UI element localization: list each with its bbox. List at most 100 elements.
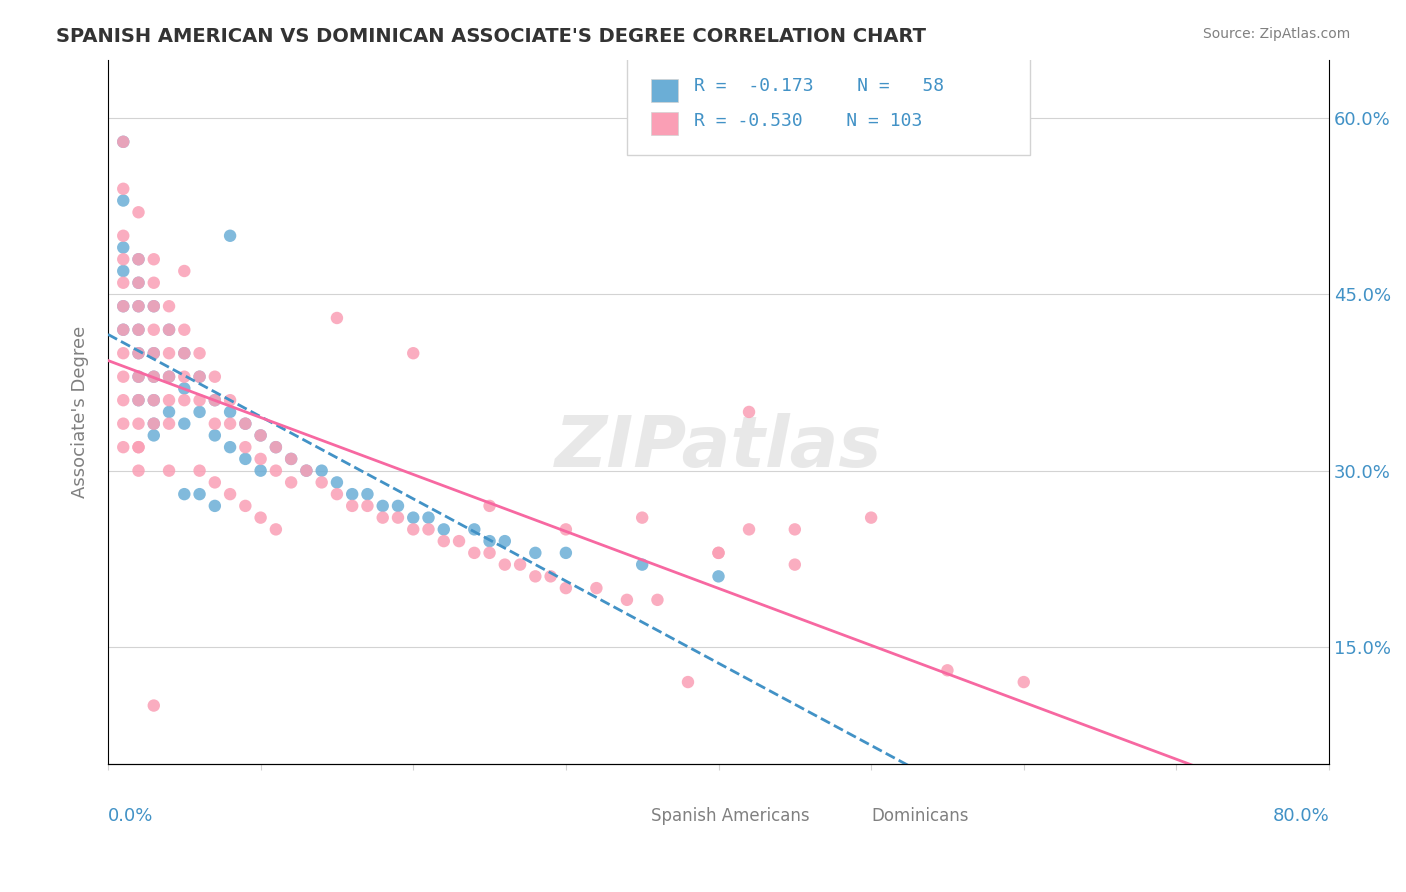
Point — [128, 252, 150, 267]
Point — [188, 405, 211, 419]
Point — [128, 417, 150, 431]
Point — [478, 546, 501, 560]
Point — [219, 405, 242, 419]
Point — [112, 135, 135, 149]
Point — [128, 393, 150, 408]
Point — [219, 487, 242, 501]
Point — [249, 428, 271, 442]
Point — [128, 464, 150, 478]
Point — [418, 522, 440, 536]
Text: SPANISH AMERICAN VS DOMINICAN ASSOCIATE'S DEGREE CORRELATION CHART: SPANISH AMERICAN VS DOMINICAN ASSOCIATE'… — [56, 27, 927, 45]
Point — [112, 276, 135, 290]
Point — [554, 581, 576, 595]
Point — [1012, 675, 1035, 690]
Point — [235, 440, 257, 454]
Point — [524, 546, 547, 560]
Point — [494, 534, 516, 549]
Point — [128, 346, 150, 360]
Point — [142, 299, 165, 313]
Point — [554, 522, 576, 536]
Point — [112, 440, 135, 454]
Point — [142, 393, 165, 408]
Text: Source: ZipAtlas.com: Source: ZipAtlas.com — [1202, 27, 1350, 41]
Point — [676, 675, 699, 690]
Point — [128, 393, 150, 408]
Point — [219, 228, 242, 243]
Point — [112, 299, 135, 313]
Point — [280, 475, 302, 490]
Point — [295, 464, 318, 478]
Point — [157, 346, 180, 360]
Point — [264, 522, 287, 536]
Point — [142, 346, 165, 360]
Point — [204, 393, 226, 408]
Point — [311, 464, 333, 478]
Point — [402, 346, 425, 360]
Point — [219, 393, 242, 408]
Point — [249, 428, 271, 442]
Point — [112, 135, 135, 149]
Point — [204, 428, 226, 442]
Point — [142, 417, 165, 431]
Point — [112, 252, 135, 267]
Point — [616, 592, 638, 607]
Point — [326, 487, 349, 501]
Text: ZIPatlas: ZIPatlas — [555, 413, 882, 482]
Point — [264, 464, 287, 478]
Point — [142, 369, 165, 384]
Point — [173, 487, 195, 501]
Point — [142, 346, 165, 360]
Point — [173, 264, 195, 278]
Point — [249, 464, 271, 478]
Point — [204, 393, 226, 408]
Point — [219, 440, 242, 454]
Point — [235, 499, 257, 513]
Point — [936, 663, 959, 677]
Point — [295, 464, 318, 478]
Text: 0.0%: 0.0% — [108, 806, 153, 824]
Point — [418, 510, 440, 524]
Point — [860, 510, 883, 524]
Point — [707, 569, 730, 583]
Point — [509, 558, 531, 572]
Point — [112, 182, 135, 196]
Point — [157, 369, 180, 384]
Point — [371, 499, 394, 513]
Point — [371, 510, 394, 524]
Point — [128, 323, 150, 337]
Point — [249, 510, 271, 524]
Y-axis label: Associate's Degree: Associate's Degree — [72, 326, 89, 498]
Point — [249, 451, 271, 466]
Point — [157, 464, 180, 478]
Point — [188, 464, 211, 478]
Point — [128, 299, 150, 313]
Point — [235, 417, 257, 431]
Point — [188, 369, 211, 384]
Point — [433, 534, 456, 549]
Point — [128, 276, 150, 290]
Point — [738, 522, 761, 536]
Point — [128, 346, 150, 360]
Point — [112, 323, 135, 337]
Point — [128, 440, 150, 454]
Point — [128, 369, 150, 384]
Text: R = -0.530    N = 103: R = -0.530 N = 103 — [695, 112, 922, 130]
Point — [157, 299, 180, 313]
Point — [142, 428, 165, 442]
Point — [280, 451, 302, 466]
Point — [204, 499, 226, 513]
Point — [188, 487, 211, 501]
Point — [783, 558, 806, 572]
Point — [157, 369, 180, 384]
Text: Dominicans: Dominicans — [872, 806, 969, 824]
Point — [235, 451, 257, 466]
Bar — [841, 812, 855, 824]
Point — [112, 240, 135, 254]
Bar — [651, 78, 678, 102]
Point — [340, 487, 363, 501]
Point — [112, 228, 135, 243]
Point — [647, 592, 669, 607]
Point — [128, 252, 150, 267]
Point — [112, 369, 135, 384]
Point — [783, 522, 806, 536]
